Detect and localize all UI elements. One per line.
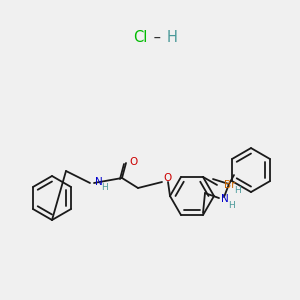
- Text: H: H: [228, 201, 235, 210]
- Text: H: H: [234, 186, 241, 195]
- Text: H: H: [167, 31, 177, 46]
- Text: N: N: [95, 177, 103, 187]
- Text: –: –: [149, 31, 165, 46]
- Text: H: H: [101, 184, 108, 193]
- Text: O: O: [129, 157, 137, 167]
- Text: N: N: [221, 194, 229, 204]
- Text: Br: Br: [224, 180, 236, 190]
- Text: Cl: Cl: [133, 31, 147, 46]
- Text: O: O: [163, 173, 171, 183]
